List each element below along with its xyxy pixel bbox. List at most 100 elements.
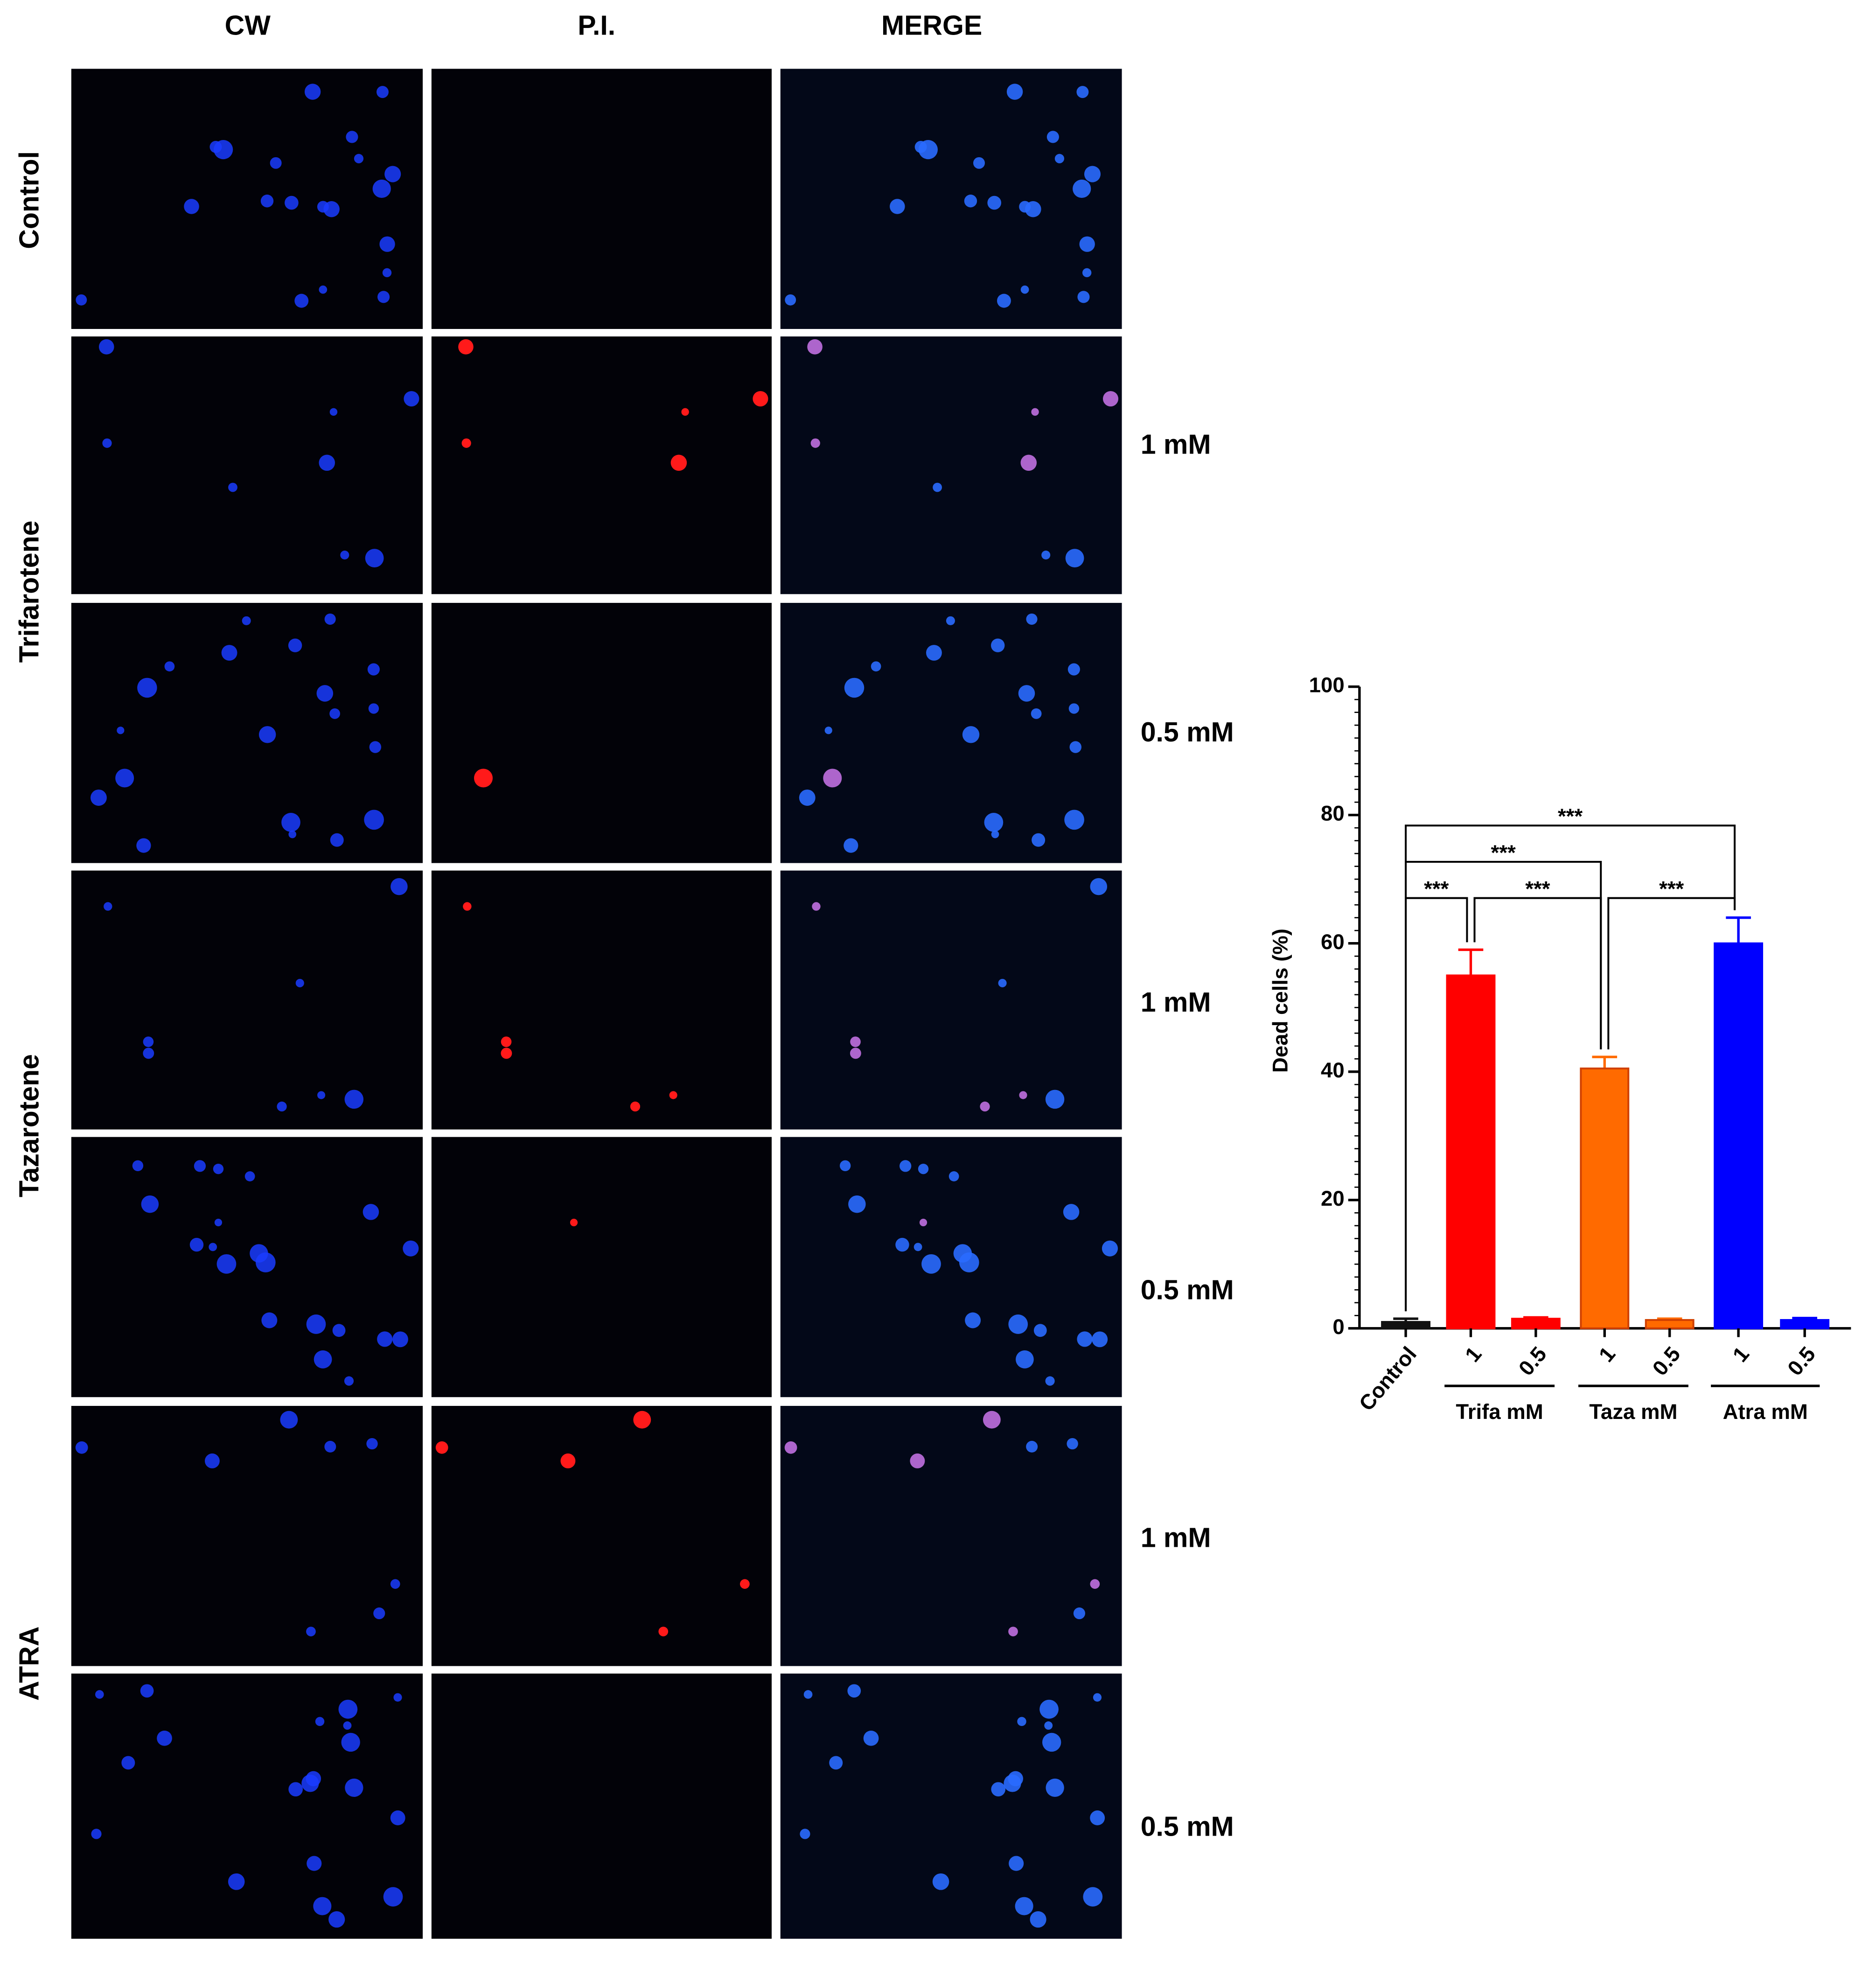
cell xyxy=(288,1782,303,1797)
cell xyxy=(1026,613,1038,625)
cell xyxy=(136,838,151,853)
cell xyxy=(810,438,820,448)
cell xyxy=(953,1244,972,1263)
cell xyxy=(681,408,689,416)
cell xyxy=(285,196,299,210)
significance-label: *** xyxy=(1491,841,1516,865)
cell xyxy=(306,1771,321,1787)
cell xyxy=(91,789,107,806)
cell xyxy=(328,1911,345,1928)
cell xyxy=(501,1048,512,1059)
cell xyxy=(315,1717,325,1726)
cell xyxy=(392,1331,408,1348)
cell xyxy=(990,638,1005,652)
cell xyxy=(799,789,816,806)
cell xyxy=(367,663,380,676)
cell xyxy=(261,1312,278,1328)
micrograph xyxy=(780,1406,1122,1666)
cell xyxy=(1046,1778,1064,1797)
concentration-label: 0.5 mM xyxy=(1141,1275,1234,1306)
cell xyxy=(390,1810,405,1825)
y-tick-label: 40 xyxy=(1321,1058,1345,1082)
cell xyxy=(1018,685,1035,702)
cell xyxy=(980,1101,990,1112)
y-tick-label: 60 xyxy=(1321,930,1345,954)
concentration-label: 1 mM xyxy=(1141,987,1211,1018)
concentration-label: 1 mM xyxy=(1141,430,1211,460)
micrograph xyxy=(780,336,1122,594)
cell xyxy=(341,1732,360,1752)
cell xyxy=(1067,663,1080,676)
cell xyxy=(1064,810,1084,830)
column-header: MERGE xyxy=(881,11,982,41)
cell xyxy=(98,339,114,355)
cell xyxy=(383,1887,403,1907)
cell xyxy=(1090,1579,1100,1589)
cell xyxy=(844,678,865,698)
x-tick-label: 0.5 xyxy=(1514,1342,1551,1380)
cell xyxy=(209,1243,217,1251)
cell xyxy=(844,838,858,853)
cell xyxy=(314,1350,332,1369)
cell xyxy=(824,727,832,734)
micrograph xyxy=(431,603,772,863)
cell xyxy=(141,1195,159,1213)
cell xyxy=(213,1163,224,1174)
y-axis-label: Dead cells (%) xyxy=(1269,929,1292,1073)
bar xyxy=(1381,1321,1430,1329)
cell xyxy=(800,1829,810,1839)
cell xyxy=(140,1684,154,1698)
x-tick-label: 1 xyxy=(1460,1342,1486,1366)
cell xyxy=(340,550,349,560)
cell xyxy=(221,645,237,661)
cell xyxy=(1020,454,1037,471)
cell xyxy=(1041,550,1051,560)
micrograph xyxy=(780,1673,1122,1939)
cell xyxy=(76,294,87,306)
cell xyxy=(390,1579,400,1589)
bar xyxy=(1446,974,1496,1329)
cell xyxy=(330,833,344,847)
cell xyxy=(368,703,379,714)
bar xyxy=(1645,1319,1695,1329)
cell xyxy=(823,768,842,788)
cell xyxy=(895,1237,909,1252)
micrograph xyxy=(71,336,423,594)
cell xyxy=(344,1376,354,1386)
cell xyxy=(102,438,112,448)
cell xyxy=(270,157,282,169)
y-tick-label: 20 xyxy=(1321,1187,1345,1210)
cell xyxy=(91,1829,102,1839)
cell xyxy=(919,1218,928,1227)
column-header: CW xyxy=(225,11,271,41)
cell xyxy=(346,131,358,143)
cell xyxy=(926,645,942,661)
cell xyxy=(363,1204,379,1220)
cell xyxy=(294,293,309,308)
cell xyxy=(324,613,336,625)
cell xyxy=(377,291,390,303)
cell xyxy=(983,1411,1001,1429)
cell xyxy=(807,339,823,355)
cell xyxy=(932,1873,949,1890)
cell xyxy=(258,726,276,743)
cell xyxy=(1033,1324,1047,1337)
cell xyxy=(965,1312,981,1328)
cell xyxy=(984,813,1004,832)
cell xyxy=(143,1036,154,1048)
cell xyxy=(319,285,328,294)
row-label: Tazarotene xyxy=(14,1054,45,1197)
cell xyxy=(784,1441,797,1454)
cell xyxy=(1008,1771,1023,1787)
cell xyxy=(115,768,134,788)
cell xyxy=(1073,179,1091,198)
significance-label: *** xyxy=(1659,877,1684,901)
cell xyxy=(280,1411,298,1429)
group-label: Trifa mM xyxy=(1456,1400,1543,1424)
cell xyxy=(288,638,302,652)
micrograph xyxy=(780,870,1122,1130)
cell xyxy=(1044,1721,1053,1730)
cell xyxy=(1093,1693,1102,1702)
